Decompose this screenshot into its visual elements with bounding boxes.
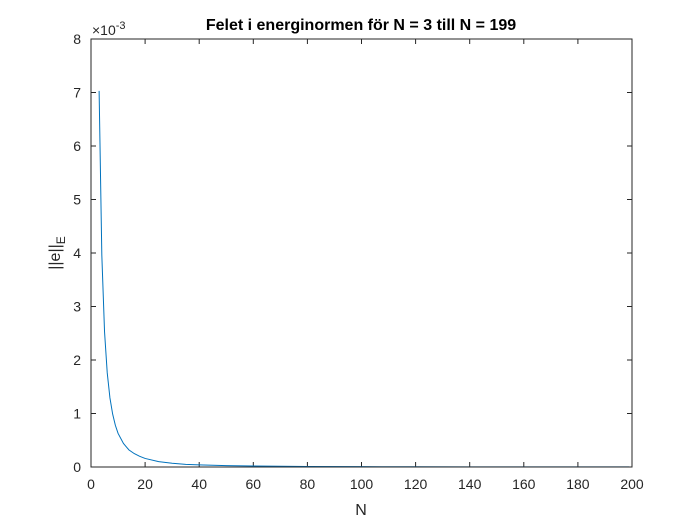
plot-frame: [90, 38, 633, 468]
y-axis-label-sub: E: [54, 236, 68, 244]
y-tick-label: 5: [73, 192, 81, 208]
y-exponent-power: -3: [116, 20, 126, 32]
x-tick-label: 120: [404, 476, 428, 492]
x-tick-label: 40: [191, 476, 207, 492]
x-tick-label: 200: [620, 476, 644, 492]
y-tick-label: 3: [73, 299, 81, 315]
y-tick-label: 7: [73, 85, 81, 101]
y-axis-label: ||e||E: [47, 236, 68, 270]
y-ticks: 0 1 2 3 4 5 6 7 8: [73, 31, 632, 475]
x-tick-label: 60: [246, 476, 262, 492]
chart-title: Felet i energinormen för N = 3 till N = …: [206, 17, 516, 34]
x-tick-label: 180: [566, 476, 590, 492]
y-tick-label: 6: [73, 138, 81, 154]
x-ticks: 0 20 40 60 80 100 120 140 160 180 200: [87, 39, 644, 492]
y-tick-label: 1: [73, 406, 81, 422]
x-tick-label: 160: [512, 476, 536, 492]
plot-area: [91, 39, 632, 467]
y-tick-label: 8: [73, 31, 81, 47]
x-axis-label: N: [355, 502, 367, 519]
y-exponent-prefix: ×10: [92, 22, 116, 38]
y-tick-label: 4: [73, 245, 81, 261]
y-exponent-label: ×10-3: [92, 20, 126, 38]
svg-text:||e||E: ||e||E: [47, 236, 68, 270]
x-tick-label: 100: [350, 476, 374, 492]
y-tick-label: 0: [73, 459, 81, 475]
x-tick-label: 80: [300, 476, 316, 492]
x-tick-label: 0: [87, 476, 95, 492]
x-tick-label: 20: [137, 476, 153, 492]
y-tick-label: 2: [73, 352, 81, 368]
x-tick-label: 140: [458, 476, 482, 492]
y-axis-label-main: ||e||: [47, 244, 64, 270]
